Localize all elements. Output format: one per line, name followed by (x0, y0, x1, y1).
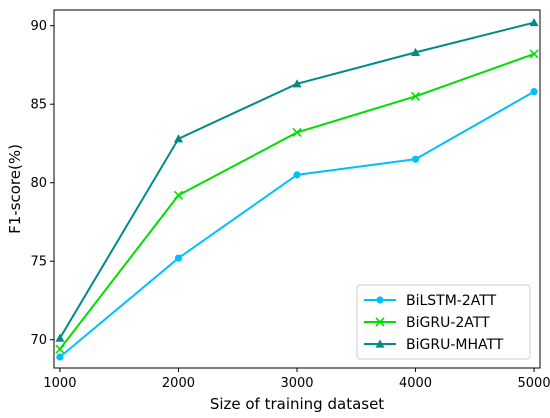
legend-label: BiGRU-MHATT (406, 337, 504, 353)
series-bilstm-2att (56, 88, 538, 361)
legend-item: BiLSTM-2ATT (364, 293, 497, 309)
x-tick-label: 4000 (399, 376, 432, 391)
x-tick-label: 1000 (43, 376, 76, 391)
series-bigru-mhatt (55, 18, 539, 342)
y-tick-label: 80 (30, 176, 47, 191)
series-bigru-2att (55, 49, 539, 354)
y-axis-title: F1-score(%) (6, 144, 24, 234)
x-tick-label: 2000 (162, 376, 195, 391)
series-layer (55, 18, 539, 361)
y-tick-label: 70 (30, 333, 47, 348)
y-tick-label: 75 (30, 255, 47, 270)
y-axis-ticks: 70 75 80 85 90 (30, 19, 54, 348)
data-point (529, 49, 539, 59)
legend-item: BiGRU-MHATT (364, 337, 504, 353)
data-point (174, 254, 183, 262)
data-point (529, 18, 539, 27)
data-point (410, 91, 421, 101)
legend-swatch-marker (375, 317, 385, 327)
data-point (55, 333, 65, 342)
x-tick-label: 3000 (280, 376, 313, 391)
legend-swatch-marker (375, 339, 385, 348)
x-axis-title: Size of training dataset (210, 395, 384, 413)
data-point (411, 155, 420, 163)
legend-box (356, 284, 531, 360)
data-point (292, 127, 302, 138)
data-point (411, 47, 421, 56)
y-tick-label: 85 (30, 98, 47, 113)
data-point (292, 79, 302, 88)
legend-label: BiGRU-2ATT (406, 315, 490, 331)
x-axis-ticks: 1000 2000 3000 4000 5000 (43, 368, 550, 391)
legend-swatch-marker (376, 296, 384, 304)
legend: BiLSTM-2ATT BiGRU-2ATT BiGRU-MHATT (356, 284, 531, 360)
y-tick-label: 90 (30, 19, 47, 34)
data-point (173, 190, 184, 200)
data-point (56, 353, 64, 361)
legend-label: BiLSTM-2ATT (406, 293, 497, 309)
data-point (530, 88, 538, 96)
data-point (173, 134, 183, 143)
legend-item: BiGRU-2ATT (364, 315, 490, 331)
data-point (293, 171, 301, 179)
x-tick-label: 5000 (518, 376, 550, 391)
data-point (55, 344, 65, 354)
